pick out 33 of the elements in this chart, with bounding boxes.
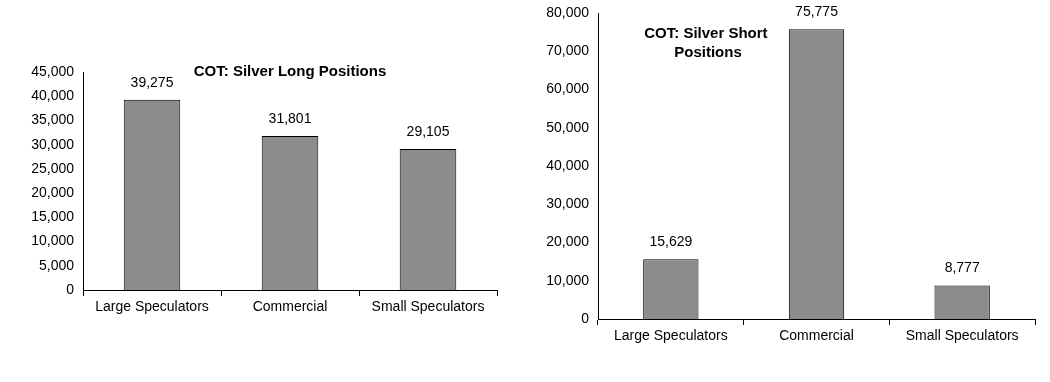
y-tick-label: 60,000 <box>546 80 590 97</box>
y-tick-label: 15,000 <box>31 208 75 225</box>
y-tick-label: 30,000 <box>546 195 590 212</box>
y-tick-label: 30,000 <box>31 135 75 152</box>
x-tick-label: Small Speculators <box>905 327 1019 344</box>
y-tick-label: 40,000 <box>546 156 590 173</box>
y-tick-label: 40,000 <box>31 87 75 104</box>
x-tick-label: Large Speculators <box>95 298 209 315</box>
x-tick-label: Commercial <box>779 327 854 344</box>
y-tick-label: 50,000 <box>546 118 590 135</box>
y-tick-label: 0 <box>581 309 590 326</box>
data-label: 75,775 <box>795 3 839 20</box>
x-tick-label: Small Speculators <box>371 298 485 315</box>
x-tick-label: Commercial <box>252 298 328 315</box>
chart-title: COT: Silver Long Positions <box>193 62 387 80</box>
x-tick-label: Large Speculators <box>614 327 728 344</box>
y-tick-label: 10,000 <box>546 271 590 288</box>
y-tick-label: 0 <box>66 280 75 297</box>
y-tick-label: 25,000 <box>31 159 75 176</box>
y-tick-label: 20,000 <box>546 233 590 250</box>
y-tick-label: 35,000 <box>31 111 75 128</box>
y-tick-label: 20,000 <box>31 183 75 200</box>
data-label: 15,629 <box>649 233 693 250</box>
y-tick-label: 5,000 <box>38 256 75 273</box>
data-label: 8,777 <box>944 259 980 276</box>
data-label: 39,275 <box>130 73 174 90</box>
data-label: 31,801 <box>268 109 312 126</box>
y-tick-label: 10,000 <box>31 232 75 249</box>
text: COT: Silver Short Positions <box>644 24 772 61</box>
y-tick-label: 80,000 <box>546 3 590 20</box>
y-tick-label: 70,000 <box>546 42 590 59</box>
y-tick-label: 45,000 <box>31 62 75 79</box>
data-label: 29,105 <box>406 122 450 139</box>
